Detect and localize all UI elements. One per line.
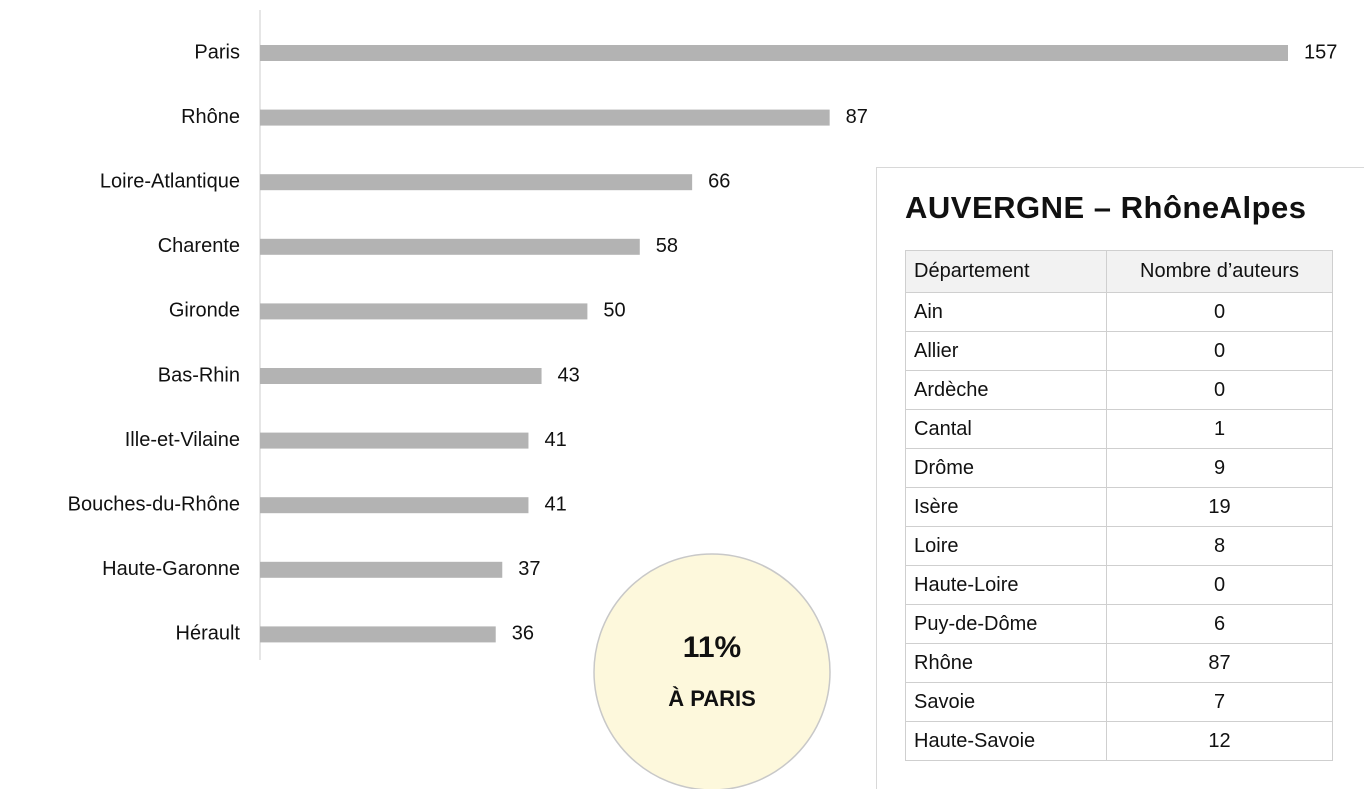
count-cell: 0 [1106, 292, 1333, 332]
value-label: 37 [518, 558, 540, 580]
department-cell: Puy-de-Dôme [905, 604, 1107, 644]
table-row: Loire 8 [905, 526, 1333, 566]
panel-title: AUVERGNE – RhôneAlpes [905, 190, 1307, 225]
bar [260, 45, 1288, 61]
header-cell: Département [905, 250, 1107, 293]
region-panel: AUVERGNE – RhôneAlpes Département Nombre… [876, 167, 1364, 789]
bar [260, 626, 496, 643]
bar [260, 174, 693, 191]
callout-value: 11% [683, 631, 741, 664]
department-cell: Allier [905, 331, 1107, 371]
count-cell: 9 [1106, 448, 1333, 488]
table-row: Cantal 1 [905, 409, 1333, 449]
value-label: 157 [1304, 41, 1337, 63]
bar [260, 497, 529, 514]
count-cell: 0 [1106, 331, 1333, 371]
value-label: 43 [558, 364, 580, 386]
value-label: 87 [846, 106, 868, 128]
value-label: 41 [544, 493, 566, 515]
table-row: Rhône 87 [905, 643, 1333, 683]
table-row: Puy-de-Dôme 6 [905, 604, 1333, 644]
category-label: Paris [194, 41, 240, 63]
region-table: Département Nombre d’auteurs Ain 0 Allier 0… [905, 250, 1333, 761]
count-cell: 1 [1106, 409, 1333, 449]
count-cell: 0 [1106, 370, 1333, 410]
table-row: Haute-Loire 0 [905, 565, 1333, 605]
bar [260, 238, 640, 255]
count-cell: 7 [1106, 682, 1333, 722]
category-label: Hérault [176, 623, 241, 645]
table-row: Allier 0 [905, 331, 1333, 371]
count-cell: 8 [1106, 526, 1333, 566]
bar [260, 109, 830, 126]
category-label: Ille-et-Vilaine [125, 429, 240, 451]
department-cell: Isère [905, 487, 1107, 527]
value-label: 36 [512, 623, 534, 645]
bar [260, 432, 529, 449]
count-cell: 19 [1106, 487, 1333, 527]
table-row: Ardèche 0 [905, 370, 1333, 410]
value-label: 58 [656, 235, 678, 257]
department-cell: Haute-Savoie [905, 721, 1107, 761]
department-cell: Rhône [905, 643, 1107, 683]
category-label: Loire-Atlantique [100, 170, 240, 192]
header-row: Département Nombre d’auteurs [905, 250, 1333, 293]
count-cell: 87 [1106, 643, 1333, 683]
table-row: Drôme 9 [905, 448, 1333, 488]
count-cell: 0 [1106, 565, 1333, 605]
table-row: Isère 19 [905, 487, 1333, 527]
category-label: Haute-Garonne [102, 558, 240, 580]
value-label: 50 [603, 300, 625, 322]
bar [260, 561, 503, 578]
category-label: Bouches-du-Rhône [68, 493, 240, 515]
category-label: Rhône [181, 106, 240, 128]
category-label: Charente [158, 235, 240, 257]
category-label: Bas-Rhin [158, 364, 240, 386]
table-row: Ain 0 [905, 292, 1333, 332]
header-cell: Nombre d’auteurs [1106, 250, 1333, 293]
value-label: 41 [544, 429, 566, 451]
table-row: Haute-Savoie 12 [905, 721, 1333, 761]
department-cell: Haute-Loire [905, 565, 1107, 605]
department-cell: Ardèche [905, 370, 1107, 410]
department-cell: Loire [905, 526, 1107, 566]
bar [260, 303, 588, 320]
category-label: Gironde [169, 300, 240, 322]
callout-circle [593, 553, 831, 789]
department-cell: Ain [905, 292, 1107, 332]
count-cell: 6 [1106, 604, 1333, 644]
callout-label: À PARIS [668, 686, 756, 711]
bar [260, 368, 542, 384]
value-label: 66 [708, 170, 730, 192]
department-cell: Savoie [905, 682, 1107, 722]
department-cell: Drôme [905, 448, 1107, 488]
count-cell: 12 [1106, 721, 1333, 761]
table-row: Savoie 7 [905, 682, 1333, 722]
department-cell: Cantal [905, 409, 1107, 449]
